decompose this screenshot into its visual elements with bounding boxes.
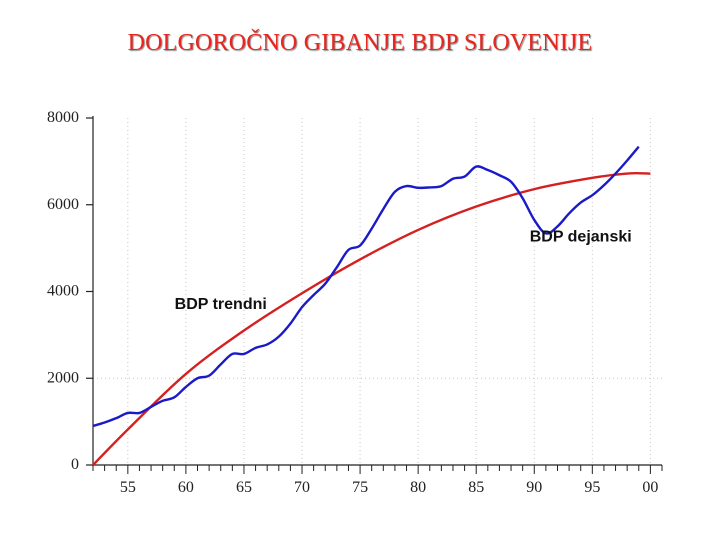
- x-tick-label-65: 65: [236, 479, 252, 496]
- y-tick-label-2000: 2000: [47, 369, 79, 386]
- series-label-bdp-dejanski: BDP dejanski: [530, 229, 632, 246]
- series-line-bdp-trendni: [92, 172, 651, 466]
- x-tick-label-95: 95: [584, 479, 600, 496]
- x-tick-label-80: 80: [410, 479, 426, 496]
- x-tick-label-55: 55: [120, 479, 136, 496]
- x-tick-label-70: 70: [294, 479, 310, 496]
- x-tick-label-75: 75: [352, 479, 368, 496]
- axes: 0 2000 4000 6000 8000 55 60 65 70 75 80 85 90 95 00: [47, 109, 663, 496]
- series-lines: [92, 145, 651, 466]
- series-label-bdp-trendni: BDP trendni: [175, 296, 267, 313]
- y-tick-label-6000: 6000: [47, 196, 79, 213]
- x-tick-label-85: 85: [468, 479, 484, 496]
- x-tick-label-60: 60: [178, 479, 194, 496]
- series-line-bdp-dejanski: [92, 145, 640, 428]
- chart-title: DOLGOROČNO GIBANJE BDP SLOVENIJE: [127, 30, 593, 56]
- x-tick-label-00: 00: [642, 479, 658, 496]
- y-tick-label-8000: 8000: [47, 109, 79, 126]
- y-tick-label-4000: 4000: [47, 283, 79, 300]
- x-tick-label-90: 90: [526, 479, 542, 496]
- grid-lines: [93, 118, 662, 465]
- y-tick-label-0: 0: [71, 456, 79, 473]
- series-labels: BDP dejanski BDP trendni: [175, 229, 632, 313]
